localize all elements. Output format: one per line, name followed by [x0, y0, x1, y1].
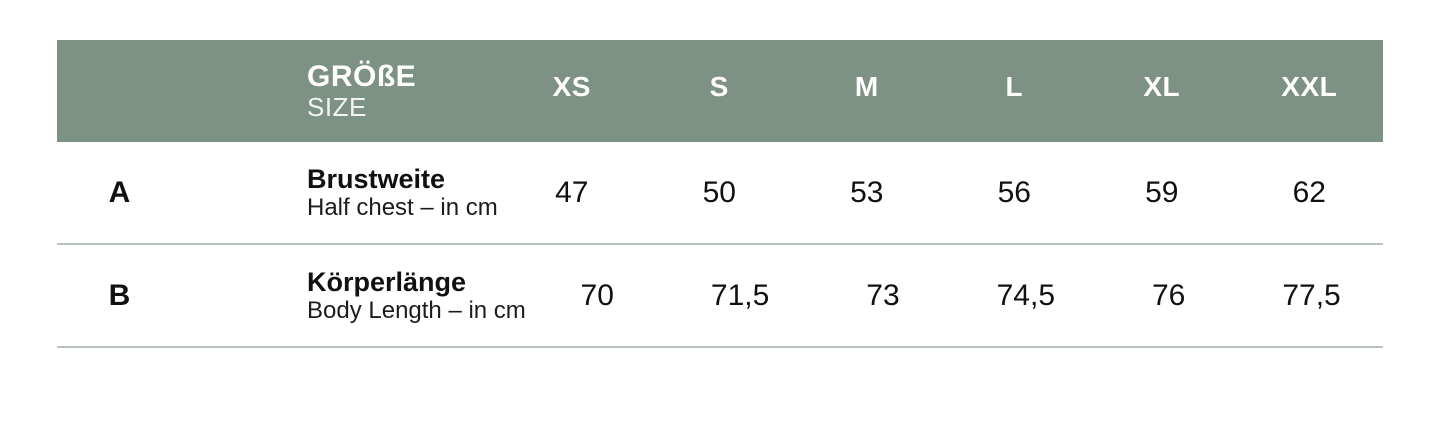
- table-row: A Brustweite Half chest – in cm 47 50 53…: [57, 142, 1383, 245]
- column-header-xl: XL: [1143, 71, 1181, 102]
- cell-value: 70: [580, 278, 614, 312]
- row-measure-name: Brustweite: [307, 163, 446, 194]
- table-header-row: GRÖßE SIZE XS S M L XL XXL: [57, 40, 1383, 142]
- cell-value: 47: [555, 175, 589, 209]
- row-label-cell: Brustweite Half chest – in cm: [182, 142, 498, 243]
- cell-value: 71,5: [710, 278, 770, 312]
- row-measure-sub: Body Length – in cm: [307, 296, 526, 324]
- header-label-cell: GRÖßE SIZE: [182, 40, 498, 142]
- column-header-xs: XS: [552, 71, 591, 102]
- column-header-s: S: [709, 71, 729, 102]
- cell-value: 62: [1292, 175, 1326, 209]
- column-header-xxl: XXL: [1281, 71, 1338, 102]
- size-chart-table: GRÖßE SIZE XS S M L XL XXL A Brustweite …: [57, 40, 1383, 434]
- cell-value: 73: [866, 278, 900, 312]
- column-header-l: L: [1005, 71, 1024, 102]
- cell-value: 76: [1151, 278, 1186, 312]
- header-title: GRÖßE: [307, 59, 417, 93]
- row-letter: B: [108, 278, 131, 312]
- header-subtitle: SIZE: [307, 91, 367, 122]
- row-label-cell: Körperlänge Body Length – in cm: [182, 245, 526, 346]
- table-row: B Körperlänge Body Length – in cm 70 71,…: [57, 245, 1383, 348]
- cell-value: 77,5: [1282, 278, 1341, 312]
- table-bottom-spacer: [57, 348, 1383, 434]
- cell-value: 56: [997, 175, 1031, 209]
- cell-value: 59: [1145, 175, 1179, 209]
- column-header-m: M: [854, 71, 879, 102]
- header-letter-cell: [57, 40, 182, 142]
- row-measure-sub: Half chest – in cm: [307, 193, 498, 221]
- row-letter: A: [108, 175, 131, 209]
- row-measure-name: Körperlänge: [307, 266, 467, 297]
- cell-value: 53: [850, 175, 884, 209]
- cell-value: 50: [702, 175, 736, 209]
- cell-value: 74,5: [996, 278, 1056, 312]
